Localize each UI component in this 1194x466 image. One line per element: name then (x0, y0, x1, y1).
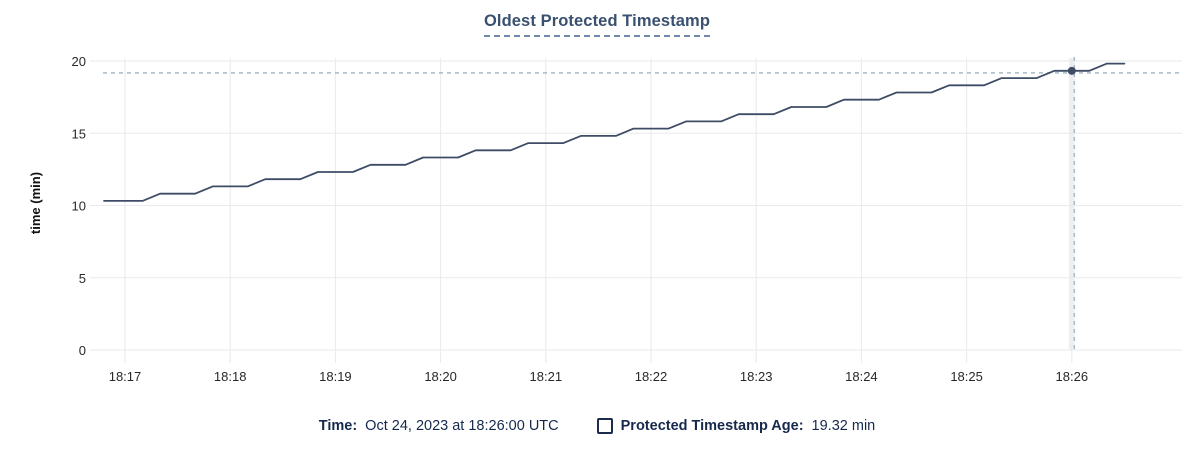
y-tick-label: 10 (72, 199, 86, 214)
x-tick-label: 18:19 (319, 369, 352, 384)
y-tick-label: 20 (72, 54, 86, 69)
y-tick-label: 0 (79, 343, 86, 358)
legend-time-label: Time: (318, 418, 358, 434)
series-line (103, 62, 1126, 202)
y-axis-title: time (min) (27, 171, 43, 235)
x-tick-label: 18:25 (950, 369, 983, 384)
legend-series-label: Protected Timestamp Age: (620, 418, 804, 434)
y-tick-label: 15 (72, 126, 86, 141)
tracked-point-dot (1067, 66, 1076, 75)
chart-title[interactable]: Oldest Protected Timestamp (483, 12, 711, 37)
legend: Time: Oct 24, 2023 at 18:26:00 UTC Prote… (0, 418, 1194, 434)
x-tick-label: 18:23 (740, 369, 773, 384)
x-tick-label: 18:21 (530, 369, 563, 384)
x-tick-label: 18:22 (635, 369, 668, 384)
x-tick-label: 18:24 (845, 369, 878, 384)
y-tick-label: 5 (79, 271, 86, 286)
line-chart-plot[interactable]: 0 5 10 15 20 18:17 18:18 18:19 18:20 18:21 18:22 18… (0, 0, 1194, 410)
x-tick-label: 18:26 (1056, 369, 1089, 384)
chart-title-row: Oldest Protected Timestamp (0, 12, 1194, 37)
x-tick-label: 18:17 (109, 369, 142, 384)
series-checkbox-icon[interactable] (596, 418, 613, 434)
x-tick-label: 18:20 (424, 369, 457, 384)
legend-time-value: Oct 24, 2023 at 18:26:00 UTC (365, 418, 559, 434)
x-tick-label: 18:18 (214, 369, 247, 384)
legend-series-toggle[interactable]: Protected Timestamp Age: 19.32 min (596, 418, 876, 434)
legend-series-value: 19.32 min (811, 418, 876, 434)
